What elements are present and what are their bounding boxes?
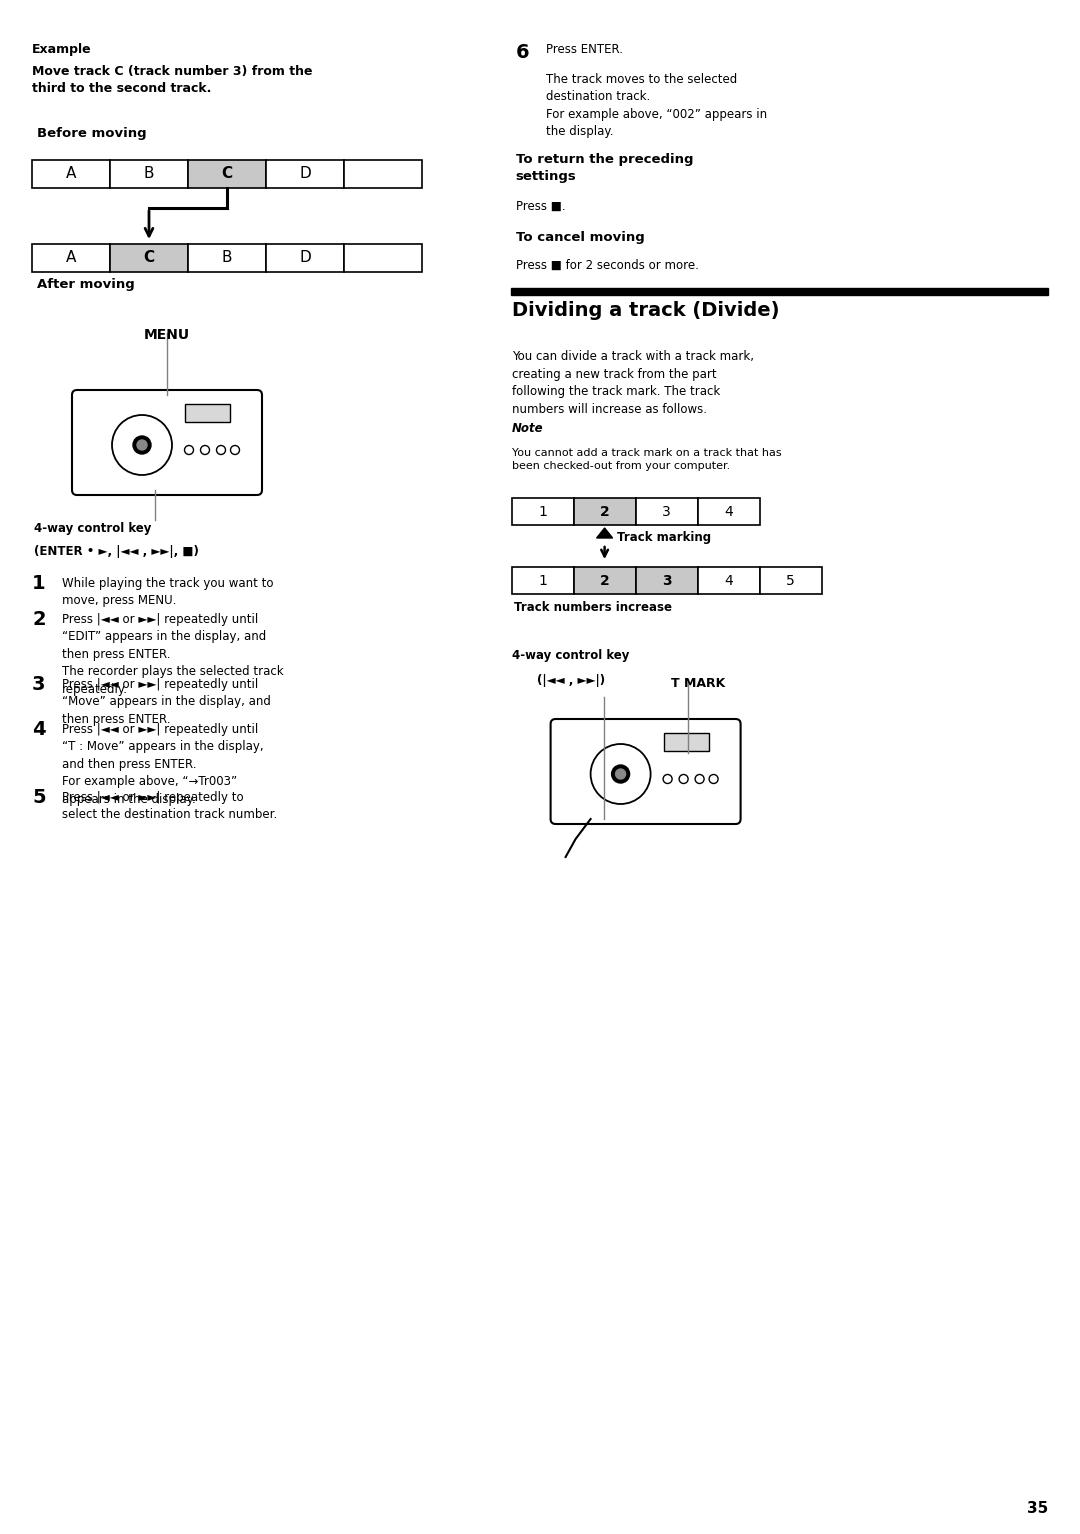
Bar	[185, 403, 230, 422]
Polygon shape	[596, 528, 612, 538]
Bar	[663, 733, 708, 752]
Text: You can divide a track with a track mark,
creating a new track from the part
fol: You can divide a track with a track mark…	[512, 350, 754, 416]
Circle shape	[133, 436, 151, 454]
Text: 2: 2	[32, 611, 45, 629]
Circle shape	[616, 769, 625, 779]
Text: B: B	[144, 167, 154, 181]
Text: B: B	[221, 250, 232, 265]
Bar	[573, 568, 636, 594]
Text: 1: 1	[538, 505, 548, 518]
Text: D: D	[299, 167, 311, 181]
FancyBboxPatch shape	[72, 390, 262, 495]
Circle shape	[137, 440, 147, 449]
Circle shape	[611, 765, 630, 782]
Bar	[698, 499, 759, 525]
FancyBboxPatch shape	[551, 719, 741, 824]
Text: Press ENTER.: Press ENTER.	[545, 43, 622, 57]
Text: Track marking: Track marking	[617, 531, 711, 545]
Bar	[512, 568, 573, 594]
Text: The track moves to the selected
destination track.
For example above, “002” appe: The track moves to the selected destinat…	[545, 74, 767, 138]
Text: 3: 3	[662, 574, 672, 588]
Bar	[188, 160, 266, 189]
Bar	[32, 160, 110, 189]
Text: T MARK: T MARK	[671, 676, 725, 690]
Text: A: A	[66, 250, 77, 265]
Text: Press |◄◄ or ►►| repeatedly until
“Move” appears in the display, and
then press : Press |◄◄ or ►►| repeatedly until “Move”…	[62, 678, 271, 726]
Bar	[511, 288, 1048, 295]
Text: 4-way control key: 4-way control key	[33, 522, 151, 535]
Text: (ENTER • ►, |◄◄ , ►►|, ■): (ENTER • ►, |◄◄ , ►►|, ■)	[33, 545, 199, 558]
Text: Press ■.: Press ■.	[515, 199, 565, 213]
Text: Press |◄◄ or ►►| repeatedly until
“T : Move” appears in the display,
and then pr: Press |◄◄ or ►►| repeatedly until “T : M…	[62, 723, 264, 805]
Text: 1: 1	[32, 574, 45, 594]
Text: Move track C (track number 3) from the
third to the second track.: Move track C (track number 3) from the t…	[32, 64, 312, 95]
Text: Example: Example	[32, 43, 92, 57]
Bar	[188, 244, 266, 272]
Text: 2: 2	[599, 505, 609, 518]
Text: A: A	[66, 167, 77, 181]
Bar	[759, 568, 822, 594]
Text: After moving: After moving	[37, 278, 135, 291]
Text: While playing the track you want to
move, press MENU.: While playing the track you want to move…	[62, 577, 273, 607]
Text: You cannot add a track mark on a track that has
been checked-out from your compu: You cannot add a track mark on a track t…	[512, 448, 781, 471]
Text: Note: Note	[512, 422, 543, 436]
Text: (|◄◄ , ►►|): (|◄◄ , ►►|)	[537, 673, 605, 687]
Text: To cancel moving: To cancel moving	[515, 232, 645, 244]
Bar	[32, 244, 110, 272]
Text: C: C	[221, 167, 232, 181]
Text: MENU: MENU	[144, 328, 190, 342]
Bar	[345, 160, 422, 189]
Bar	[110, 160, 188, 189]
Bar	[698, 568, 759, 594]
Text: 1: 1	[538, 574, 548, 588]
Text: To return the preceding
settings: To return the preceding settings	[515, 153, 693, 183]
Bar	[110, 244, 188, 272]
Text: 5: 5	[786, 574, 795, 588]
Text: Press ■ for 2 seconds or more.: Press ■ for 2 seconds or more.	[515, 259, 699, 272]
Text: 2: 2	[599, 574, 609, 588]
Text: Track numbers increase: Track numbers increase	[514, 601, 672, 614]
Text: D: D	[299, 250, 311, 265]
Bar	[636, 568, 698, 594]
Bar	[512, 499, 573, 525]
Text: 5: 5	[32, 788, 45, 807]
Text: Press |◄◄ or ►►| repeatedly until
“EDIT” appears in the display, and
then press : Press |◄◄ or ►►| repeatedly until “EDIT”…	[62, 614, 284, 696]
Bar	[636, 499, 698, 525]
Text: 35: 35	[1027, 1500, 1048, 1516]
Text: 6: 6	[515, 43, 529, 61]
Text: 4: 4	[725, 505, 733, 518]
Text: Dividing a track (Divide): Dividing a track (Divide)	[512, 301, 779, 321]
Bar	[266, 244, 345, 272]
Text: Before moving: Before moving	[37, 127, 147, 140]
Bar	[266, 160, 345, 189]
Bar	[573, 499, 636, 525]
Text: Press |◄◄ or ►►| repeatedly to
select the destination track number.: Press |◄◄ or ►►| repeatedly to select th…	[62, 792, 278, 822]
Text: 3: 3	[662, 505, 671, 518]
Text: 4: 4	[32, 719, 45, 739]
Text: 4: 4	[725, 574, 733, 588]
Text: C: C	[144, 250, 154, 265]
Bar	[345, 244, 422, 272]
Text: 3: 3	[32, 675, 45, 693]
Text: 4-way control key: 4-way control key	[512, 649, 630, 663]
